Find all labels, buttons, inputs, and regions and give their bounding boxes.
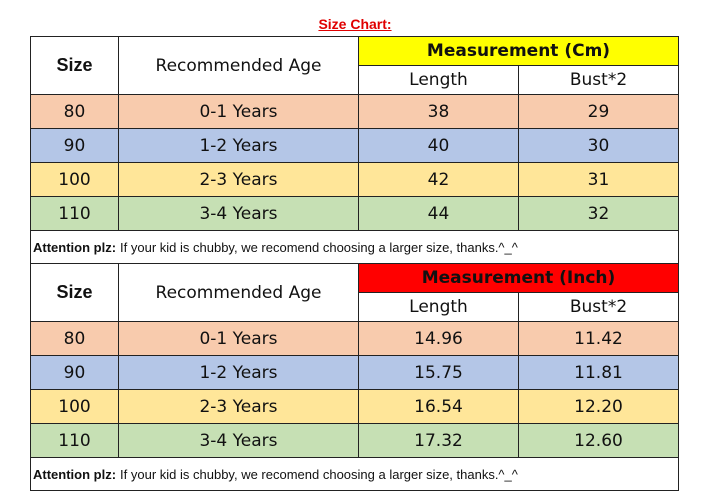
size-header: Size — [30, 263, 119, 322]
note: Attention plz: If your kid is chubby, we … — [30, 230, 679, 264]
size-cell: 80 — [30, 94, 119, 129]
age-header: Recommended Age — [118, 36, 359, 95]
header-row: Size Recommended Age Measurement (Cm) — [30, 36, 679, 95]
measurement-header: Measurement (Cm) — [358, 36, 679, 66]
data-row: 90 1-2 Years 40 30 — [30, 128, 679, 163]
bust-cell: 11.81 — [518, 355, 679, 390]
data-row: 80 0-1 Years 14.96 11.42 — [30, 321, 679, 356]
measurement-header: Measurement (Inch) — [358, 263, 679, 293]
size-table: Size Recommended Age Measurement (Cm) Lengt… — [30, 36, 679, 264]
note-label: Attention plz: — [33, 466, 117, 482]
note-text: If your kid is chubby, we recomend choos… — [120, 466, 518, 482]
bust-cell: 32 — [518, 196, 679, 231]
age-cell: 1-2 Years — [118, 355, 359, 390]
age-cell: 3-4 Years — [118, 196, 359, 231]
note-row: Attention plz: If your kid is chubby, we … — [30, 457, 679, 491]
bust-header: Bust*2 — [518, 292, 679, 322]
note-label: Attention plz: — [33, 239, 117, 255]
size-cell: 90 — [30, 355, 119, 390]
size-cell: 90 — [30, 128, 119, 163]
note-text: If your kid is chubby, we recomend choos… — [120, 239, 518, 255]
age-cell: 3-4 Years — [118, 423, 359, 458]
bust-header: Bust*2 — [518, 65, 679, 95]
bust-cell: 12.60 — [518, 423, 679, 458]
note-row: Attention plz: If your kid is chubby, we … — [30, 230, 679, 264]
bust-cell: 11.42 — [518, 321, 679, 356]
data-row: 80 0-1 Years 38 29 — [30, 94, 679, 129]
length-cell: 42 — [358, 162, 519, 197]
bust-cell: 31 — [518, 162, 679, 197]
length-cell: 38 — [358, 94, 519, 129]
age-cell: 1-2 Years — [118, 128, 359, 163]
age-cell: 0-1 Years — [118, 94, 359, 129]
bust-cell: 29 — [518, 94, 679, 129]
length-cell: 15.75 — [358, 355, 519, 390]
age-cell: 0-1 Years — [118, 321, 359, 356]
data-row: 100 2-3 Years 42 31 — [30, 162, 679, 197]
size-table: Size Recommended Age Measurement (Inch) Len… — [30, 263, 679, 491]
length-cell: 17.32 — [358, 423, 519, 458]
age-header: Recommended Age — [118, 263, 359, 322]
size-cell: 110 — [30, 423, 119, 458]
data-row: 90 1-2 Years 15.75 11.81 — [30, 355, 679, 390]
length-cell: 14.96 — [358, 321, 519, 356]
length-cell: 16.54 — [358, 389, 519, 424]
data-row: 110 3-4 Years 17.32 12.60 — [30, 423, 679, 458]
length-header: Length — [358, 65, 519, 95]
title: Size Chart: — [318, 16, 392, 32]
size-cell: 100 — [30, 389, 119, 424]
size-cell: 80 — [30, 321, 119, 356]
length-header: Length — [358, 292, 519, 322]
bust-cell: 30 — [518, 128, 679, 163]
length-cell: 40 — [358, 128, 519, 163]
data-row: 100 2-3 Years 16.54 12.20 — [30, 389, 679, 424]
age-cell: 2-3 Years — [118, 162, 359, 197]
age-cell: 2-3 Years — [118, 389, 359, 424]
length-cell: 44 — [358, 196, 519, 231]
bust-cell: 12.20 — [518, 389, 679, 424]
header-row: Length Bust*2 — [31, 292, 679, 322]
size-cell: 110 — [30, 196, 119, 231]
header-row: Size Recommended Age Measurement (Inch) — [30, 263, 679, 322]
size-header: Size — [30, 36, 119, 95]
data-row: 110 3-4 Years 44 32 — [30, 196, 679, 231]
size-cell: 100 — [30, 162, 119, 197]
header-row: Length Bust*2 — [31, 65, 679, 95]
note: Attention plz: If your kid is chubby, we … — [30, 457, 679, 491]
